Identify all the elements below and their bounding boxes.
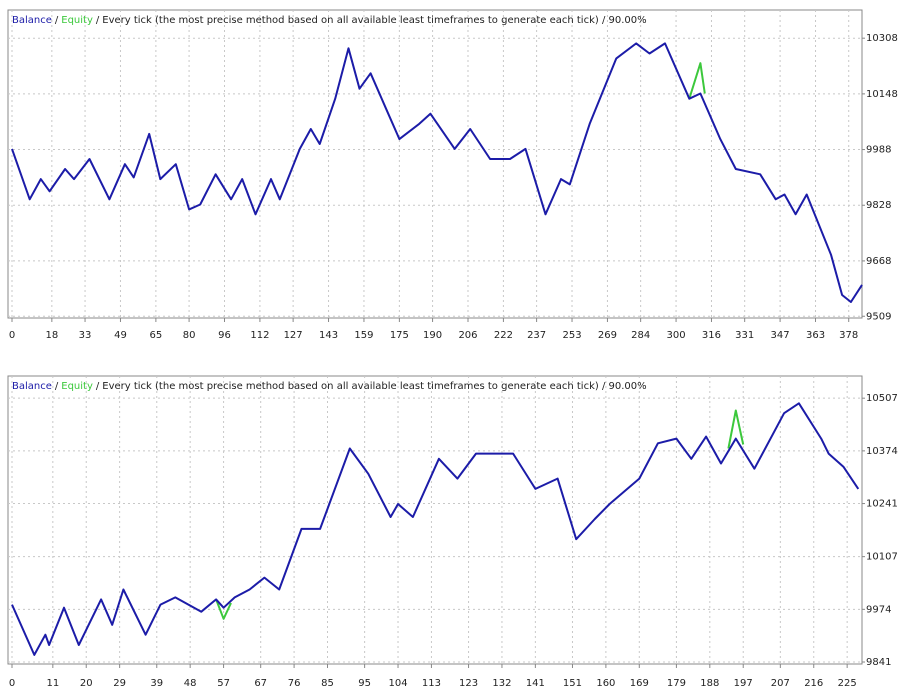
x-tick-label: 67 xyxy=(254,678,267,689)
x-tick-label: 48 xyxy=(184,678,197,689)
x-tick-label: 49 xyxy=(114,330,127,341)
x-tick-label: 159 xyxy=(354,330,373,341)
x-tick-label: 160 xyxy=(596,678,615,689)
x-tick-label: 112 xyxy=(250,330,269,341)
x-tick-label: 141 xyxy=(526,678,545,689)
y-tick-label: 9668 xyxy=(866,256,891,267)
x-tick-label: 39 xyxy=(150,678,163,689)
x-tick-label: 20 xyxy=(80,678,93,689)
x-tick-label: 207 xyxy=(771,678,790,689)
series-line xyxy=(688,62,706,99)
x-tick-label: 151 xyxy=(563,678,582,689)
x-tick-label: 127 xyxy=(284,330,303,341)
x-tick-label: 80 xyxy=(183,330,196,341)
y-tick-label: 9974 xyxy=(866,604,891,615)
x-tick-label: 29 xyxy=(113,678,126,689)
x-tick-label: 143 xyxy=(319,330,338,341)
legend-description: Every tick (the most precise method base… xyxy=(102,15,646,26)
x-tick-label: 197 xyxy=(734,678,753,689)
y-tick-label: 10148 xyxy=(866,89,898,100)
legend-description: Every tick (the most precise method base… xyxy=(102,381,646,392)
x-tick-label: 169 xyxy=(630,678,649,689)
x-tick-label: 123 xyxy=(459,678,478,689)
plot-frame xyxy=(7,9,863,319)
x-tick-label: 179 xyxy=(667,678,686,689)
x-tick-label: 316 xyxy=(702,330,721,341)
legend-separator: / xyxy=(96,381,100,392)
x-tick-label: 190 xyxy=(423,330,442,341)
y-tick-label: 10107 xyxy=(866,552,898,563)
legend-separator: / xyxy=(55,15,59,26)
legend-separator: / xyxy=(96,15,100,26)
x-tick-label: 95 xyxy=(358,678,371,689)
x-tick-label: 113 xyxy=(422,678,441,689)
y-tick-label: 9828 xyxy=(866,200,891,211)
x-tick-label: 253 xyxy=(562,330,581,341)
y-tick-label: 10308 xyxy=(866,33,898,44)
x-tick-label: 331 xyxy=(735,330,754,341)
x-tick-label: 104 xyxy=(388,678,407,689)
x-tick-label: 284 xyxy=(631,330,650,341)
plot-frame xyxy=(7,375,863,665)
x-tick-label: 237 xyxy=(527,330,546,341)
legend-entry: Balance xyxy=(12,15,52,26)
x-tick-label: 65 xyxy=(150,330,163,341)
x-tick-label: 96 xyxy=(218,330,231,341)
legend: Balance / Equity / Every tick (the most prec… xyxy=(12,15,647,26)
series-line xyxy=(11,42,863,303)
x-tick-label: 0 xyxy=(9,330,15,341)
x-tick-label: 363 xyxy=(806,330,825,341)
y-tick-label: 10241 xyxy=(866,499,898,510)
x-tick-label: 347 xyxy=(771,330,790,341)
x-tick-label: 11 xyxy=(46,678,59,689)
x-tick-label: 175 xyxy=(390,330,409,341)
x-tick-label: 33 xyxy=(79,330,92,341)
x-tick-label: 76 xyxy=(288,678,301,689)
series-line xyxy=(215,409,745,620)
x-tick-label: 225 xyxy=(838,678,857,689)
x-tick-label: 18 xyxy=(45,330,58,341)
y-tick-label: 9841 xyxy=(866,657,891,668)
x-tick-label: 378 xyxy=(839,330,858,341)
x-tick-label: 222 xyxy=(494,330,513,341)
legend-entry: Equity xyxy=(61,381,93,392)
y-tick-label: 10374 xyxy=(866,446,898,457)
x-tick-label: 300 xyxy=(667,330,686,341)
x-tick-label: 0 xyxy=(9,678,15,689)
x-tick-label: 132 xyxy=(492,678,511,689)
legend: Balance / Equity / Every tick (the most prec… xyxy=(12,381,647,392)
y-tick-label: 9988 xyxy=(866,145,891,156)
legend-entry: Balance xyxy=(12,381,52,392)
x-tick-label: 188 xyxy=(700,678,719,689)
legend-separator: / xyxy=(55,381,59,392)
y-tick-label: 9509 xyxy=(866,311,891,322)
x-tick-label: 57 xyxy=(217,678,230,689)
x-tick-label: 269 xyxy=(598,330,617,341)
series-line xyxy=(11,402,860,656)
x-tick-label: 216 xyxy=(804,678,823,689)
x-tick-label: 206 xyxy=(458,330,477,341)
legend-entry: Equity xyxy=(61,15,93,26)
x-tick-label: 85 xyxy=(321,678,334,689)
y-tick-label: 10507 xyxy=(866,393,898,404)
